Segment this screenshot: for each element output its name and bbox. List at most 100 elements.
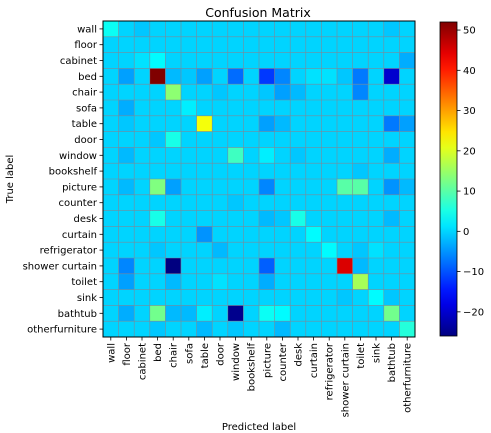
- heatmap-cell: [103, 242, 119, 259]
- heatmap-cell: [259, 84, 275, 101]
- heatmap-cell: [227, 84, 244, 101]
- heatmap-cell: [305, 36, 322, 53]
- heatmap-cell: [305, 273, 322, 290]
- heatmap-cell: [118, 36, 135, 53]
- heatmap-cell: [243, 52, 260, 69]
- x-tick-label: bookshelf: [247, 343, 258, 392]
- heatmap-cell: [243, 163, 260, 180]
- heatmap-cell: [118, 194, 135, 211]
- heatmap-cell: [165, 194, 182, 211]
- heatmap-cell: [149, 289, 166, 306]
- heatmap-cell: [196, 289, 213, 306]
- heatmap-cell: [321, 321, 338, 338]
- heatmap-cell: [103, 36, 119, 53]
- y-tick-label: window: [59, 151, 97, 162]
- heatmap-cell: [399, 163, 416, 180]
- heatmap-cell: [181, 305, 197, 322]
- heatmap-cell: [103, 68, 119, 85]
- heatmap-cell: [103, 163, 119, 180]
- heatmap-cell: [274, 147, 291, 164]
- heatmap-cell: [243, 258, 260, 275]
- heatmap-cell: [181, 273, 197, 290]
- heatmap-cell: [305, 179, 322, 196]
- heatmap-cells: [103, 21, 416, 338]
- heatmap-cell: [212, 210, 229, 227]
- heatmap-cell: [165, 242, 182, 259]
- heatmap-cell: [103, 258, 119, 275]
- heatmap-cell: [103, 289, 119, 306]
- heatmap-cell: [165, 100, 182, 117]
- heatmap-cell: [103, 273, 119, 290]
- heatmap-cell: [181, 194, 197, 211]
- heatmap-cell: [399, 147, 416, 164]
- heatmap-cell: [118, 242, 135, 259]
- heatmap-cell: [352, 131, 369, 148]
- heatmap-cell: [321, 305, 338, 322]
- heatmap-cell: [149, 258, 166, 275]
- heatmap-cell: [337, 289, 353, 306]
- heatmap-cell: [399, 21, 416, 38]
- heatmap-cell: [134, 21, 151, 38]
- heatmap-cell: [259, 179, 275, 196]
- heatmap-cell: [305, 147, 322, 164]
- heatmap-cell: [290, 242, 307, 259]
- heatmap-cell: [259, 68, 275, 85]
- heatmap-cell: [337, 258, 353, 275]
- heatmap-cell: [259, 289, 275, 306]
- heatmap-cell: [368, 226, 385, 243]
- heatmap-cell: [290, 289, 307, 306]
- heatmap-cell: [103, 321, 119, 338]
- heatmap-cell: [212, 305, 229, 322]
- heatmap-cell: [118, 321, 135, 338]
- heatmap-cell: [181, 321, 197, 338]
- plot-frame: [102, 20, 416, 338]
- heatmap-cell: [196, 100, 213, 117]
- heatmap-cell: [399, 273, 416, 290]
- heatmap-cell: [383, 258, 400, 275]
- heatmap-cell: [274, 273, 291, 290]
- heatmap-cell: [352, 321, 369, 338]
- heatmap-cell: [165, 163, 182, 180]
- heatmap-cell: [368, 258, 385, 275]
- heatmap-cell: [118, 100, 135, 117]
- heatmap-cell: [352, 36, 369, 53]
- heatmap-cell: [103, 115, 119, 132]
- heatmap-cell: [212, 242, 229, 259]
- heatmap-cell: [181, 163, 197, 180]
- heatmap-cell: [368, 242, 385, 259]
- x-tick-label: wall: [106, 343, 117, 363]
- heatmap-cell: [274, 68, 291, 85]
- heatmap-cell: [243, 115, 260, 132]
- heatmap-cell: [383, 305, 400, 322]
- heatmap-cell: [259, 321, 275, 338]
- heatmap-cell: [383, 242, 400, 259]
- heatmap-cell: [181, 115, 197, 132]
- heatmap-cell: [196, 258, 213, 275]
- heatmap-cell: [290, 115, 307, 132]
- heatmap-cell: [399, 226, 416, 243]
- heatmap-cell: [118, 68, 135, 85]
- heatmap-cell: [134, 242, 151, 259]
- heatmap-cell: [337, 100, 353, 117]
- heatmap-cell: [149, 194, 166, 211]
- heatmap-cell: [321, 147, 338, 164]
- heatmap-cell: [165, 273, 182, 290]
- heatmap-cell: [290, 84, 307, 101]
- heatmap-cell: [383, 226, 400, 243]
- heatmap-cell: [227, 52, 244, 69]
- x-tick-label: sofa: [184, 343, 195, 364]
- heatmap-cell: [368, 321, 385, 338]
- heatmap-cell: [259, 194, 275, 211]
- heatmap-cell: [259, 131, 275, 148]
- heatmap-cell: [196, 179, 213, 196]
- y-tick-label: otherfurniture: [27, 325, 97, 336]
- heatmap-cell: [305, 242, 322, 259]
- heatmap-cell: [149, 68, 166, 85]
- y-tick-label: shower curtain: [23, 261, 97, 272]
- heatmap-cell: [134, 321, 151, 338]
- heatmap-cell: [290, 68, 307, 85]
- heatmap-cell: [227, 258, 244, 275]
- y-tick-label: toilet: [71, 277, 97, 288]
- heatmap-cell: [243, 179, 260, 196]
- heatmap-cell: [118, 163, 135, 180]
